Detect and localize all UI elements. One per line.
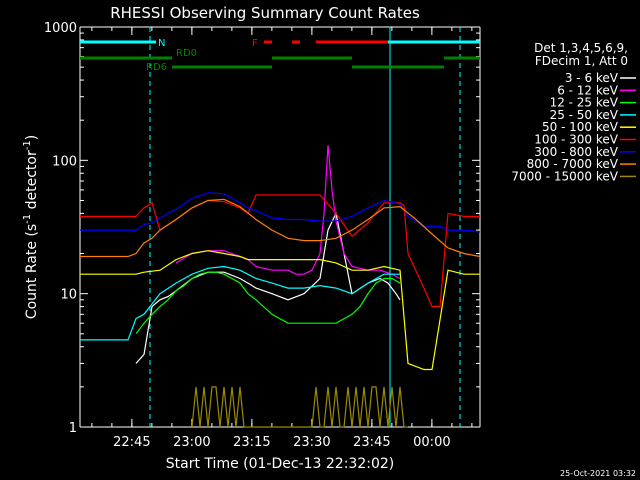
series-lines	[80, 145, 481, 428]
legend-header-line-1: Det 1,3,4,5,6,9,	[534, 41, 628, 55]
series-line	[80, 250, 480, 371]
legend-header-line-2: FDecim 1, Att 0	[535, 54, 628, 68]
legend-entry-label: 100 - 300 keV	[534, 133, 618, 147]
legend-entry-label: 800 - 7000 keV	[527, 157, 619, 171]
x-tick-label: 23:45	[353, 435, 390, 450]
saa-markers	[149, 27, 461, 427]
x-tick-label: 23:15	[233, 435, 270, 450]
x-tick-label: 00:00	[413, 435, 450, 450]
series-line	[191, 386, 408, 428]
flag-bars: N F RD0 RD6	[80, 38, 480, 73]
y-axis-label-end: )	[24, 135, 40, 140]
flag-bar-label: RD6	[146, 62, 167, 73]
y-tick-label: 1000	[44, 21, 77, 36]
x-tick-label: 23:30	[293, 435, 330, 450]
legend-entry-label: 7000 - 15000 keV	[511, 169, 618, 183]
x-tick-label: 23:00	[173, 435, 210, 450]
y-tick-label: 10	[60, 288, 77, 303]
series-line	[80, 192, 481, 233]
axes: 1 10 100 1000 22:45 23:00 23:15 23:30 23:45 00:00	[44, 21, 480, 450]
y-axis-label-sup1: -1	[22, 214, 33, 224]
legend-entry-label: 3 - 6 keV	[565, 71, 619, 85]
y-tick-label: 1	[69, 421, 77, 436]
series-line	[175, 145, 401, 280]
y-axis-label-sup2: -1	[22, 140, 33, 150]
legend-entry-label: 6 - 12 keV	[557, 83, 619, 97]
y-tick-label: 100	[52, 154, 77, 169]
series-line	[80, 265, 400, 341]
series-line	[135, 271, 401, 335]
legend-entry-label: 300 - 800 keV	[534, 145, 618, 159]
legend-entry-label: 25 - 50 keV	[550, 108, 619, 122]
y-axis-label: Count Rate (s-1 detector-1)	[22, 135, 40, 319]
series-line	[80, 198, 481, 258]
generation-timestamp: 25-Oct-2021 03:32	[560, 469, 636, 478]
flag-bar-label: RD0	[176, 48, 197, 59]
chart-title: RHESSI Observing Summary Count Rates	[110, 4, 420, 22]
x-tick-label: 22:45	[113, 435, 150, 450]
series-line	[80, 194, 480, 308]
flag-bar-label: F	[252, 38, 258, 49]
legend-entry-label: 12 - 25 keV	[550, 96, 619, 110]
y-axis-label-mid: detector	[24, 150, 40, 214]
x-axis-label: Start Time (01-Dec-13 22:32:02)	[166, 456, 394, 472]
y-axis-label-main: Count Rate (s	[24, 224, 40, 319]
flag-bar-label: N	[158, 38, 165, 49]
legend: Det 1,3,4,5,6,9, FDecim 1, Att 0 3 - 6 k…	[511, 41, 636, 183]
legend-entry-label: 50 - 100 keV	[542, 120, 619, 134]
